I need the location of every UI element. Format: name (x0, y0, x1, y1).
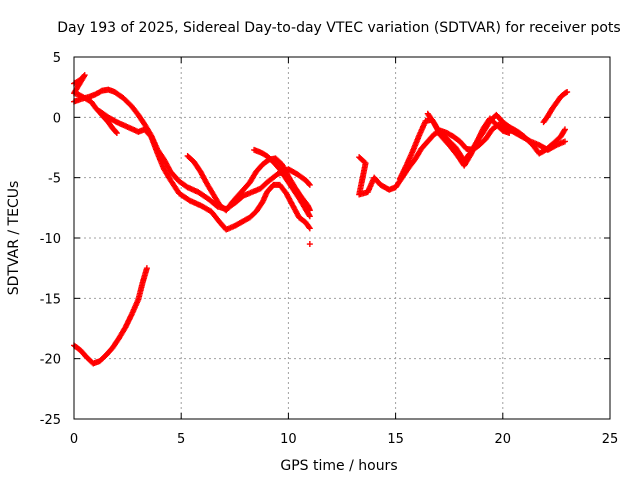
data-point (561, 127, 568, 134)
chart-title: Day 193 of 2025, Sidereal Day-to-day VTE… (57, 20, 620, 36)
x-tick-label: 25 (602, 432, 619, 447)
data-point (305, 224, 312, 231)
x-tick-label: 15 (387, 432, 404, 447)
y-tick-label: 0 (53, 111, 61, 126)
data-point (564, 88, 571, 95)
x-axis-label: GPS time / hours (280, 458, 397, 474)
data-point (506, 130, 513, 137)
x-tick-label: 5 (177, 432, 185, 447)
x-tick-label: 10 (280, 432, 297, 447)
series-trace-k (540, 88, 571, 126)
data-point (305, 180, 312, 187)
y-tick-label: -15 (40, 292, 61, 307)
data-point (113, 129, 120, 136)
y-axis-label: SDTVAR / TECUs (6, 181, 22, 296)
data-point (143, 265, 150, 272)
y-tick-label: -5 (48, 172, 61, 187)
series-trace-a (71, 72, 120, 137)
data-point (561, 126, 568, 133)
y-tick-label: -10 (40, 232, 61, 247)
data-point (306, 212, 313, 219)
data-point (561, 138, 568, 145)
x-axis-ticks: 0 5 10 15 20 25 (70, 57, 618, 447)
y-tick-label: -20 (40, 353, 61, 368)
series-trace-f (71, 265, 150, 367)
series-trace-g (306, 241, 313, 248)
x-tick-label: 20 (495, 432, 512, 447)
series-trace-e (251, 146, 313, 220)
data-point (113, 130, 120, 137)
data-point (306, 241, 313, 248)
series-trace-j (424, 110, 513, 169)
grid-lines (74, 57, 610, 419)
data-point (306, 213, 313, 220)
data-point (306, 181, 313, 188)
y-tick-label: -25 (40, 413, 61, 428)
series-trace-b (71, 86, 313, 213)
x-tick-label: 0 (70, 432, 78, 447)
y-tick-label: 5 (53, 51, 61, 66)
data-point (306, 225, 313, 232)
series-trace-c (96, 108, 313, 233)
y-axis-ticks: -25 -20 -15 -10 -5 0 5 (40, 51, 610, 428)
data-points (71, 72, 571, 367)
